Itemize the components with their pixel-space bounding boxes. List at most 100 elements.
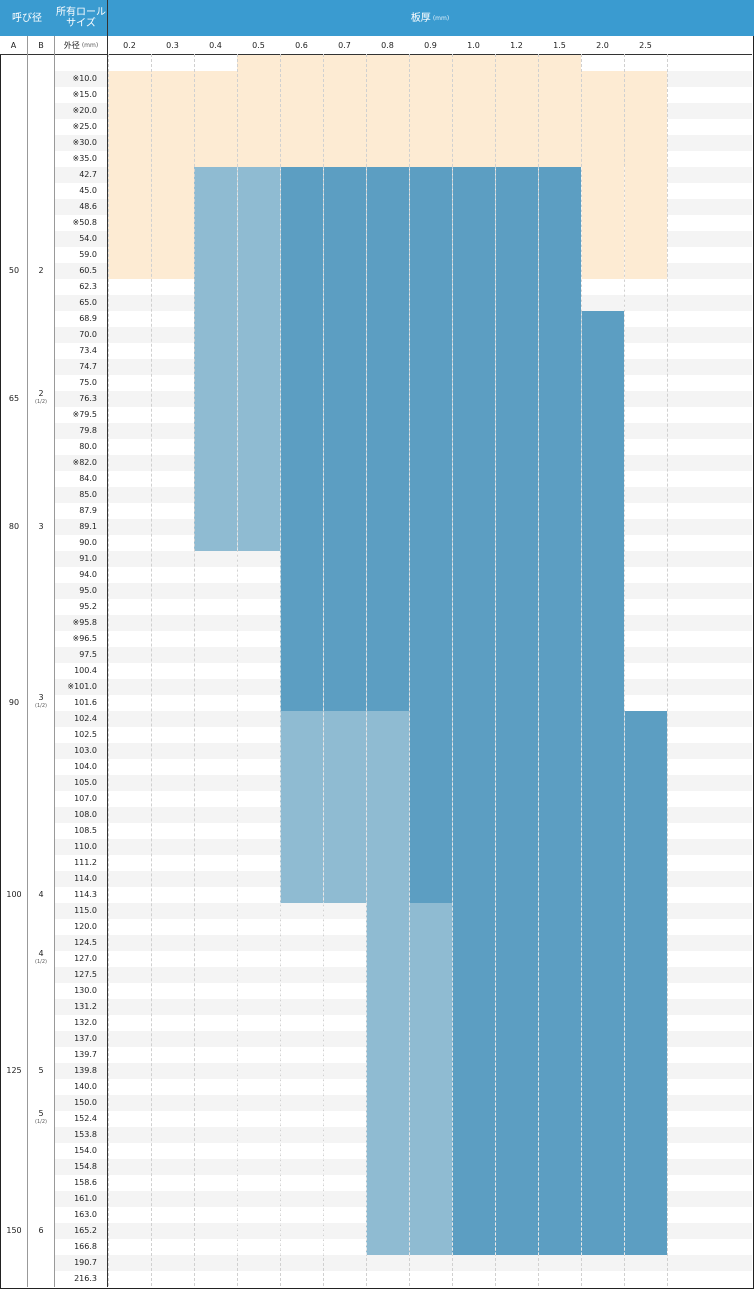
outer-diameter-65: 150.0	[74, 1098, 97, 1107]
subheader-outer-diameter: 外径 (mm)	[55, 36, 107, 54]
outer-diameter-58: 130.0	[74, 986, 97, 995]
outer-diameter-2: ※15.0	[72, 90, 97, 99]
thickness-header-1.5: 1.5	[553, 40, 566, 50]
nominal-b-value: 5	[38, 1109, 44, 1118]
row-stripe	[55, 1255, 752, 1271]
outer-diameter-51: 114.0	[74, 874, 97, 883]
outer-diameter-9: 48.6	[79, 202, 97, 211]
nominal-b-3: 3 (1/2)	[28, 693, 54, 709]
thickness-header-2.5: 2.5	[639, 40, 652, 50]
header-roll-size-line2: サイズ	[66, 18, 96, 29]
outer-diameter-40: 101.6	[74, 698, 97, 707]
nominal-b-fraction: (1/2)	[35, 399, 47, 405]
outer-diameter-32: 94.0	[79, 570, 97, 579]
nominal-a-90: 90	[8, 698, 20, 707]
header-thickness-unit: (mm)	[432, 14, 450, 22]
subheader-b: B	[38, 40, 44, 50]
outer-diameter-1: ※10.0	[72, 74, 97, 83]
outer-diameter-4: ※25.0	[72, 122, 97, 131]
nominal-b-fraction: (1/2)	[35, 959, 47, 965]
nominal-b-value: 3	[38, 693, 44, 702]
cell-divider	[237, 167, 238, 1255]
outer-diameter-26: 84.0	[79, 474, 97, 483]
cell-divider	[409, 167, 410, 1255]
outer-diameter-52: 114.3	[74, 890, 97, 899]
thickness-header-0.7: 0.7	[338, 40, 351, 50]
outer-diameter-43: 103.0	[74, 746, 97, 755]
outer-diameter-38: 100.4	[74, 666, 97, 675]
column-guide	[667, 54, 668, 1286]
light-blue-region-mid	[280, 711, 409, 903]
thickness-header-0.3: 0.3	[166, 40, 179, 50]
outer-diameter-39: ※101.0	[67, 682, 97, 691]
nominal-b-value: 3	[38, 522, 44, 531]
outer-diameter-45: 105.0	[74, 778, 97, 787]
outer-diameter-34: 95.2	[79, 602, 97, 611]
outer-diameter-71: 161.0	[74, 1194, 97, 1203]
column-guide	[151, 54, 152, 1286]
divider-od-thk	[107, 0, 108, 1287]
outer-diameter-62: 139.7	[74, 1050, 97, 1059]
outer-diameter-15: 65.0	[79, 298, 97, 307]
outer-diameter-20: 75.0	[79, 378, 97, 387]
header-thickness: 板厚 (mm)	[108, 0, 752, 36]
outer-diameter-49: 110.0	[74, 842, 97, 851]
nominal-b-2: 3	[28, 522, 54, 532]
header-thickness-label: 板厚	[410, 12, 431, 24]
outer-diameter-17: 70.0	[79, 330, 97, 339]
nominal-b-0: 2	[28, 266, 54, 276]
nominal-a-125: 125	[6, 1066, 22, 1075]
thickness-header-0.5: 0.5	[252, 40, 265, 50]
nominal-b-fraction: (1/2)	[35, 703, 47, 709]
cell-divider	[624, 167, 625, 1255]
dark-blue-region-upper	[280, 167, 581, 711]
outer-diameter-33: 95.0	[79, 586, 97, 595]
outer-diameter-44: 104.0	[74, 762, 97, 771]
outer-diameter-21: 76.3	[79, 394, 97, 403]
nominal-b-value: 5	[38, 1066, 44, 1075]
nominal-a-80: 80	[8, 522, 20, 531]
outer-diameter-61: 137.0	[74, 1034, 97, 1043]
outer-diameter-55: 124.5	[74, 938, 97, 947]
nominal-b-8: 6	[28, 1226, 54, 1236]
dark-blue-region-2mm	[581, 311, 624, 711]
cell-divider	[323, 167, 324, 1255]
thickness-header-0.9: 0.9	[424, 40, 437, 50]
outer-diameter-73: 165.2	[74, 1226, 97, 1235]
nominal-a-65: 65	[8, 394, 20, 403]
outer-diameter-46: 107.0	[74, 794, 97, 803]
nominal-b-5: 4 (1/2)	[28, 949, 54, 965]
outer-diameter-47: 108.0	[74, 810, 97, 819]
cell-divider	[280, 167, 281, 1255]
nominal-b-6: 5	[28, 1066, 54, 1076]
divider-b-od	[54, 36, 55, 1287]
thickness-header-0.8: 0.8	[381, 40, 394, 50]
outer-diameter-14: 62.3	[79, 282, 97, 291]
outer-diameter-48: 108.5	[74, 826, 97, 835]
dark-blue-region-lower	[452, 903, 667, 1255]
thickness-header-1.0: 1.0	[467, 40, 480, 50]
outer-diameter-29: 89.1	[79, 522, 97, 531]
outer-diameter-36: ※96.5	[72, 634, 97, 643]
outer-diameter-0	[55, 55, 97, 71]
outer-diameter-57: 127.5	[74, 970, 97, 979]
outer-diameter-23: 79.8	[79, 426, 97, 435]
nominal-b-value: 2	[38, 266, 44, 275]
outer-diameter-18: 73.4	[79, 346, 97, 355]
header-nominal: 呼び径	[12, 12, 42, 24]
outer-diameter-3: ※20.0	[72, 106, 97, 115]
outer-diameter-66: 152.4	[74, 1114, 97, 1123]
outer-diameter-76: 216.3	[74, 1274, 97, 1283]
nominal-b-value: 6	[38, 1226, 44, 1235]
thickness-header-2.0: 2.0	[596, 40, 609, 50]
outer-diameter-28: 87.9	[79, 506, 97, 515]
outer-diameter-54: 120.0	[74, 922, 97, 931]
outer-diameter-10: ※50.8	[72, 218, 97, 227]
thickness-header-1.2: 1.2	[510, 40, 523, 50]
nominal-b-4: 4	[28, 890, 54, 900]
outer-diameter-72: 163.0	[74, 1210, 97, 1219]
header-roll-size-line1: 所有ロール	[56, 7, 106, 18]
outer-diameter-63: 139.8	[74, 1066, 97, 1075]
nominal-a-150: 150	[6, 1226, 22, 1235]
divider-a-b	[27, 36, 28, 1287]
